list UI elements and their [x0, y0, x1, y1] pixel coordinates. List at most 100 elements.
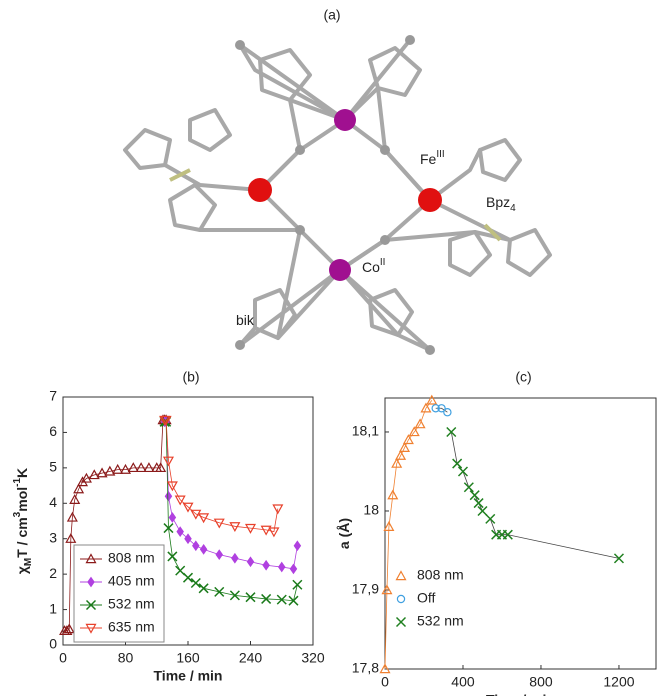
y-tick-label: 6	[49, 423, 57, 439]
marker	[214, 586, 225, 597]
ring	[368, 288, 414, 337]
panel-label: (c)	[515, 369, 531, 385]
marker	[162, 456, 174, 467]
marker	[431, 404, 440, 413]
x-tick-label: 1200	[603, 674, 634, 690]
marker	[408, 426, 420, 437]
marker	[277, 561, 286, 573]
label-part: M	[23, 558, 34, 566]
marker	[446, 426, 457, 438]
legend-marker	[395, 616, 407, 628]
marker	[379, 663, 391, 674]
legend-marker	[395, 570, 407, 581]
marker	[65, 532, 77, 543]
atom	[235, 40, 245, 50]
marker	[229, 522, 241, 533]
y-tick-label: 7	[49, 388, 57, 404]
y-tick-label: 17,8	[352, 660, 379, 676]
series-line	[450, 431, 620, 559]
label-part: Fe	[420, 151, 437, 167]
x-axis-label: Time / min	[154, 668, 223, 684]
x-tick-label: 0	[59, 650, 67, 666]
label-part: II	[380, 257, 386, 268]
marker	[260, 525, 272, 536]
x-axis-label: Time / min	[486, 692, 555, 696]
marker	[61, 625, 73, 636]
ring	[168, 183, 217, 232]
marker	[289, 563, 298, 575]
marker	[262, 559, 270, 571]
marker	[88, 469, 100, 480]
marker	[457, 466, 469, 477]
label-part: Bpz	[486, 194, 510, 210]
label-part: mol	[14, 487, 30, 512]
fe-atom	[418, 188, 442, 212]
marker	[198, 513, 210, 524]
marker	[119, 463, 132, 474]
marker	[276, 594, 287, 605]
label-part: χ	[14, 566, 30, 574]
label-part: a (Å)	[336, 518, 352, 549]
legend-label: 532 nm	[108, 596, 155, 612]
marker	[469, 490, 480, 501]
marker	[420, 402, 432, 413]
y-tick-label: 0	[49, 636, 57, 652]
marker	[182, 572, 194, 583]
marker	[261, 593, 272, 604]
marker	[155, 462, 167, 473]
marker	[245, 592, 256, 603]
y-tick-label: 4	[49, 494, 57, 510]
marker	[182, 502, 194, 513]
y-tick-label: 18,1	[352, 423, 379, 439]
legend-label: 635 nm	[108, 619, 155, 635]
molecule	[123, 35, 552, 355]
y-tick-label: 3	[49, 529, 57, 545]
co-atom	[329, 259, 351, 281]
x-tick-label: 320	[301, 650, 325, 666]
y-tick-label: 2	[49, 565, 57, 581]
legend-marker	[87, 576, 95, 588]
label-part: 3	[12, 511, 23, 517]
atom	[235, 340, 245, 350]
marker	[66, 511, 78, 522]
series-line	[164, 421, 298, 570]
x-tick-label: 80	[118, 650, 134, 666]
legend-label: 532 nm	[417, 613, 464, 629]
marker	[127, 462, 139, 473]
marker	[69, 494, 81, 504]
bridge	[258, 118, 432, 272]
marker	[199, 543, 208, 555]
marker	[437, 404, 446, 413]
marker	[190, 577, 201, 589]
marker	[414, 418, 426, 429]
marker	[292, 579, 303, 590]
marker	[80, 472, 92, 483]
marker	[73, 483, 85, 494]
atom	[425, 345, 435, 355]
y-tick-label: 5	[49, 459, 57, 475]
legend-marker	[396, 594, 406, 604]
ring	[478, 138, 522, 182]
legend-marker	[85, 553, 97, 564]
marker	[63, 623, 75, 634]
y-axis-label: χMT / cm3mol-1K	[12, 468, 34, 574]
marker	[473, 498, 484, 509]
marker	[184, 533, 192, 545]
x-tick-label: 240	[239, 650, 263, 666]
label-part: bik	[236, 312, 255, 328]
legend-marker	[85, 599, 97, 611]
marker	[502, 529, 513, 540]
marker	[213, 518, 225, 529]
marker	[272, 504, 284, 515]
legend-label: 808 nm	[417, 567, 464, 583]
marker	[402, 434, 414, 445]
marker	[391, 457, 403, 468]
ring	[506, 228, 552, 277]
atom	[295, 145, 305, 155]
label-part: -1	[12, 478, 23, 487]
marker	[174, 495, 186, 506]
ring	[123, 128, 172, 170]
atom-label: Bpz4	[486, 194, 516, 214]
